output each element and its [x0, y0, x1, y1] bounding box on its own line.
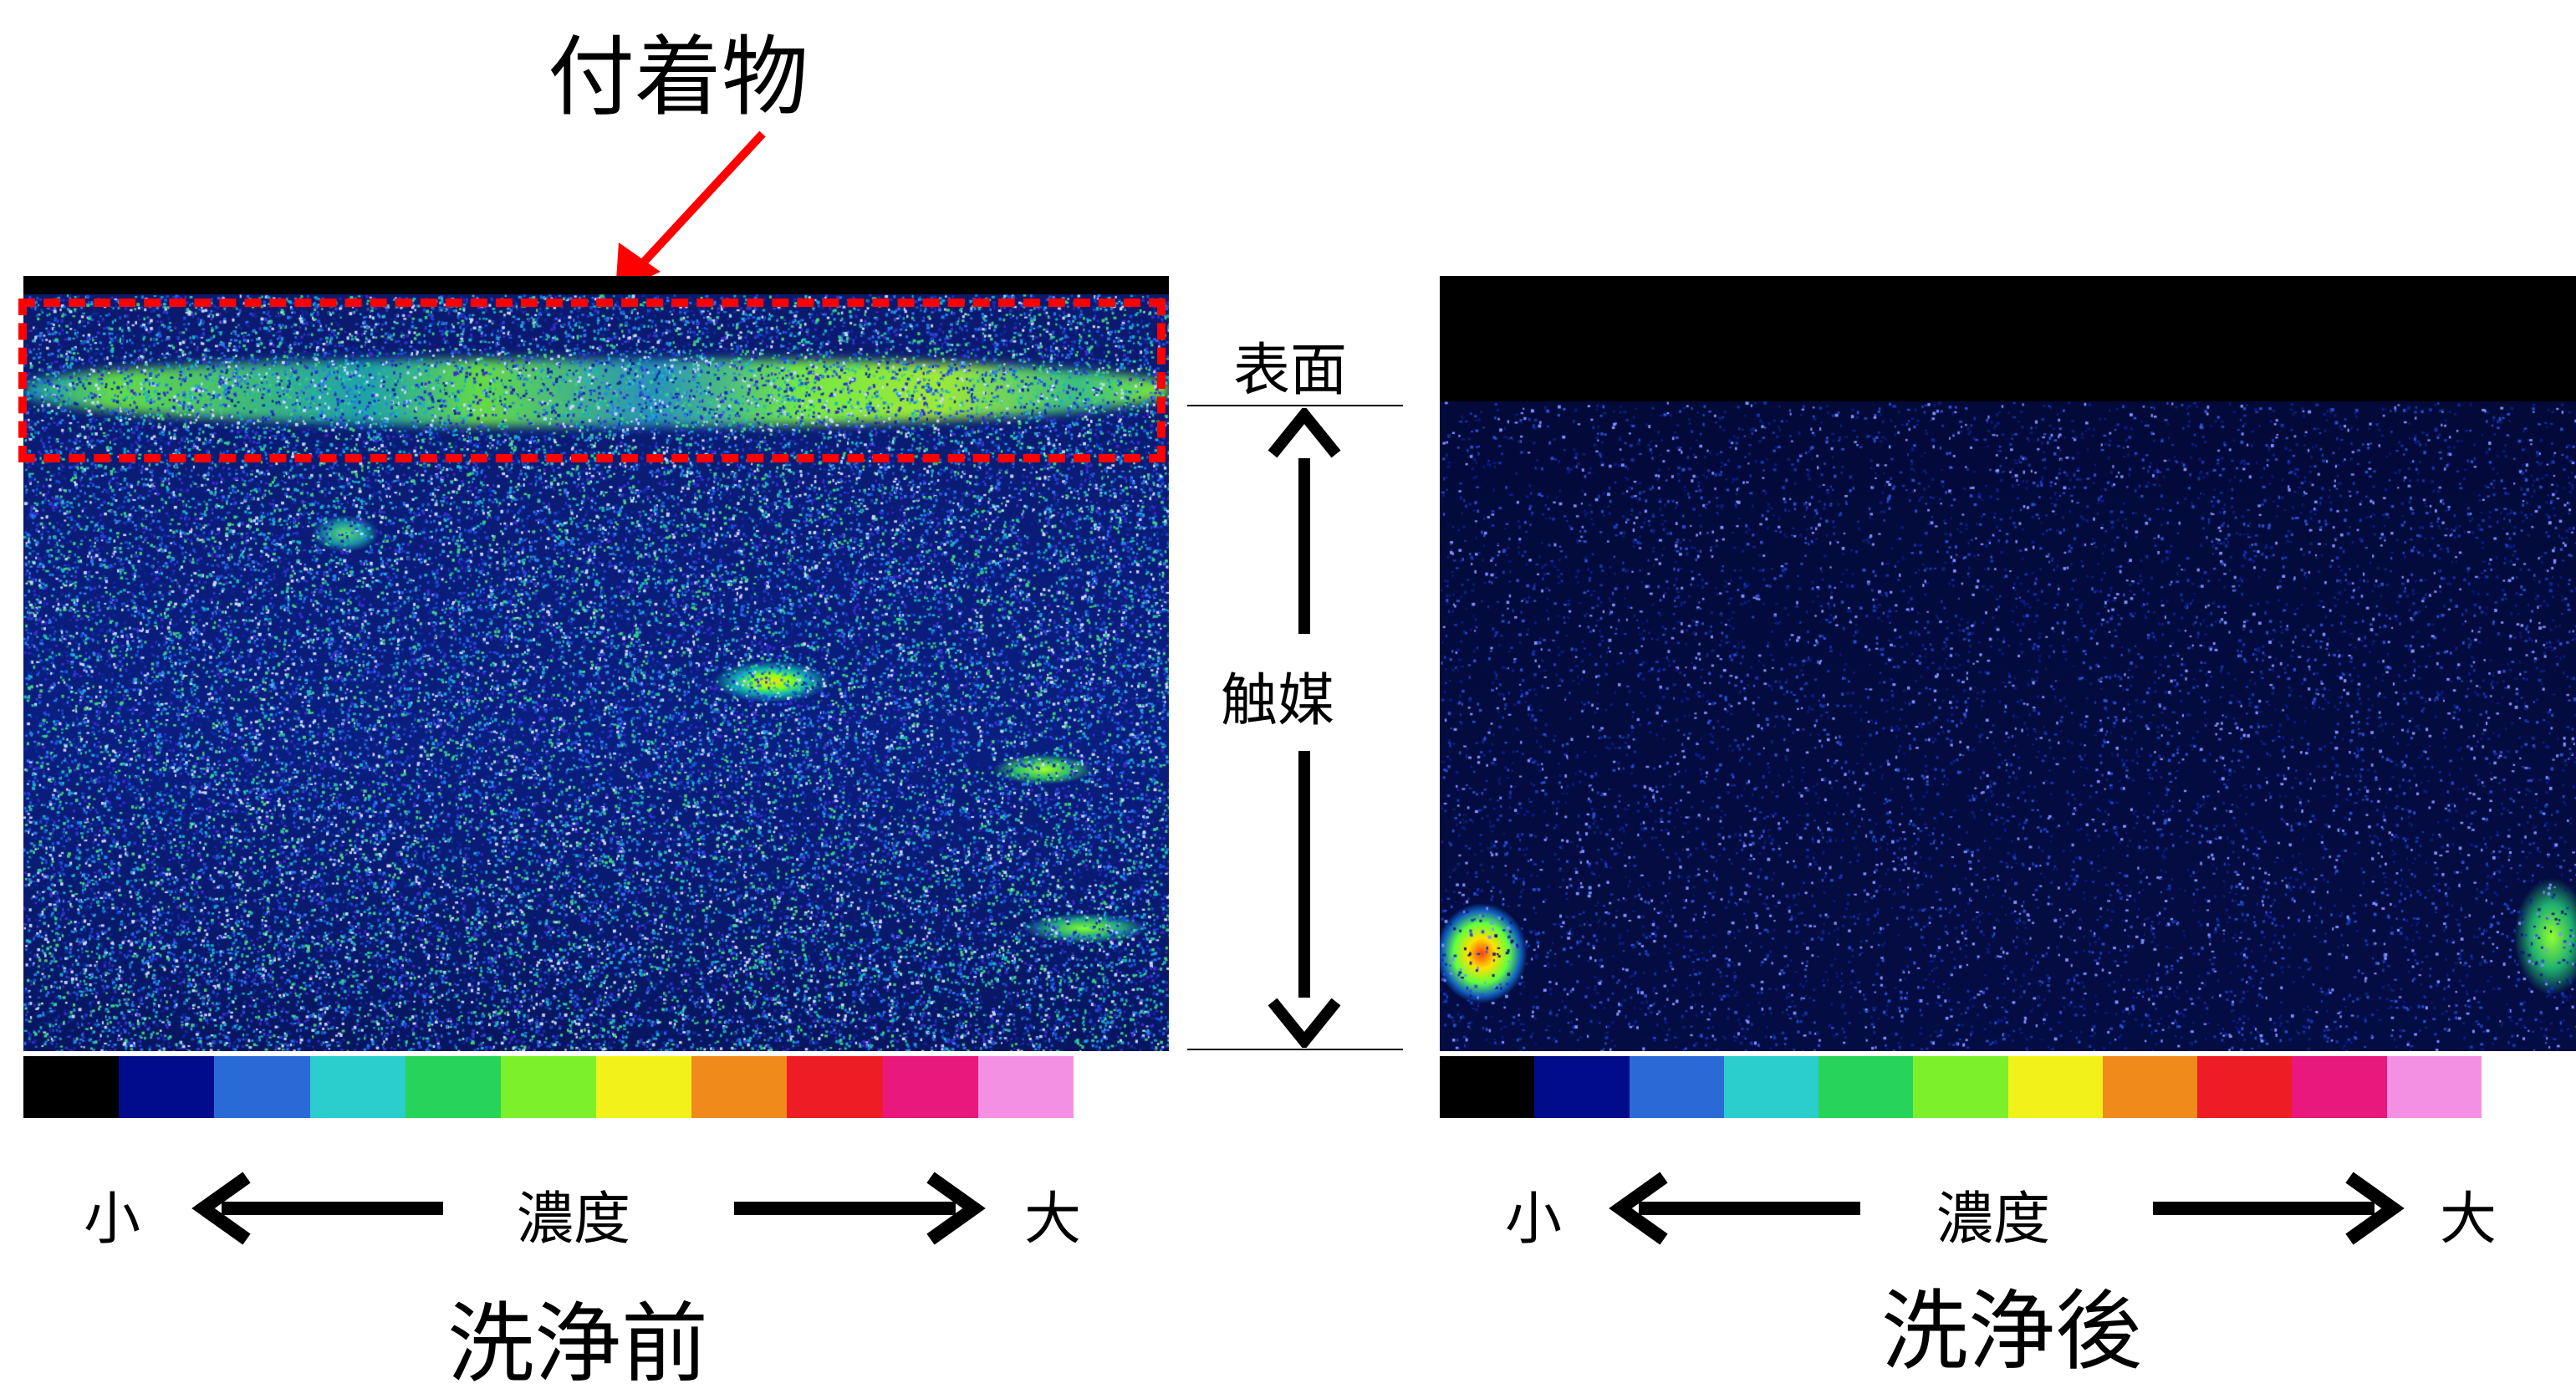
colorbar-swatch — [2007, 1056, 2103, 1118]
colorbar-swatch — [1629, 1056, 1724, 1118]
after-concentration-map — [1440, 276, 2576, 1051]
before-right-arrow-icon — [734, 1172, 986, 1245]
after-legend-low: 小 — [1505, 1187, 1563, 1253]
colorbar-swatch — [1819, 1056, 1914, 1118]
colorbar-swatch — [596, 1056, 692, 1118]
after-colorbar — [1440, 1056, 2576, 1118]
colorbar-swatch — [2386, 1056, 2482, 1118]
surface-line — [1187, 405, 1403, 406]
annotation-arrow — [615, 130, 766, 293]
colorbar-swatch — [214, 1056, 310, 1118]
colorbar-swatch — [1723, 1056, 1819, 1118]
after-legend-mid: 濃度 — [1936, 1187, 2051, 1253]
after-right-arrow-icon — [2153, 1172, 2405, 1245]
speckle-texture — [1440, 276, 2576, 1051]
surface-label: 表面 — [1233, 338, 1348, 404]
deposit-highlight-box — [18, 299, 1166, 462]
catalyst-label: 触媒 — [1221, 668, 1335, 734]
before-legend-high: 大 — [1024, 1187, 1082, 1253]
colorbar-swatch — [977, 1056, 1074, 1118]
colorbar-swatch — [691, 1056, 788, 1118]
after-legend-high: 大 — [2440, 1187, 2497, 1253]
before-legend-mid: 濃度 — [517, 1187, 631, 1253]
colorbar-swatch — [1073, 1056, 1170, 1118]
speckle-texture — [23, 276, 1169, 1051]
colorbar-swatch — [1440, 1056, 1535, 1118]
colorbar-swatch — [882, 1056, 978, 1118]
bottom-line — [1187, 1049, 1403, 1050]
colorbar-swatch — [1913, 1056, 2008, 1118]
after-caption: 洗浄後 — [1881, 1280, 2143, 1382]
before-caption: 洗浄前 — [447, 1293, 709, 1395]
colorbar-swatch — [2102, 1056, 2197, 1118]
colorbar-swatch — [500, 1056, 597, 1118]
colorbar-swatch — [23, 1056, 120, 1118]
colorbar-swatch — [405, 1056, 501, 1118]
colorbar-swatch — [2292, 1056, 2387, 1118]
before-colorbar — [23, 1056, 1170, 1118]
catalyst-arrow — [1268, 408, 1341, 1048]
before-concentration-map — [23, 276, 1169, 1051]
colorbar-swatch — [309, 1056, 406, 1118]
before-legend-low: 小 — [84, 1187, 141, 1253]
colorbar-swatch — [2481, 1056, 2576, 1118]
colorbar-swatch — [1534, 1056, 1630, 1118]
colorbar-swatch — [119, 1056, 215, 1118]
deposit-label: 付着物 — [548, 26, 809, 128]
after-left-arrow-icon — [1609, 1172, 1860, 1245]
before-left-arrow-icon — [191, 1172, 443, 1245]
colorbar-swatch — [787, 1056, 883, 1118]
colorbar-swatch — [2197, 1056, 2293, 1118]
